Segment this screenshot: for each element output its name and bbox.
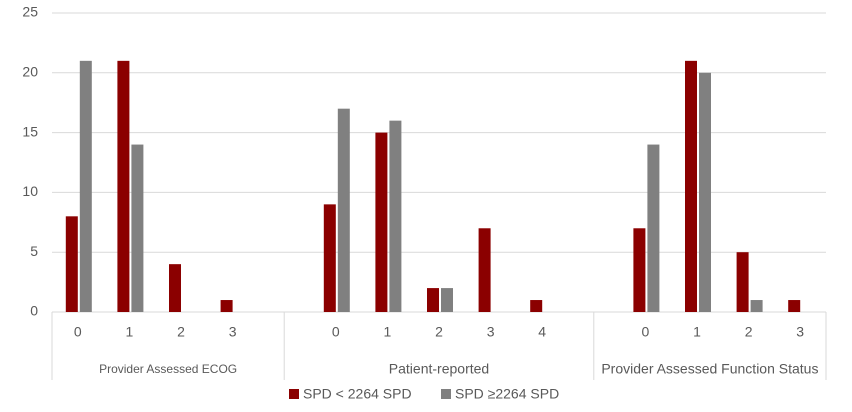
legend-label: SPD ≥2264 SPD bbox=[455, 386, 559, 402]
y-tick-label: 25 bbox=[22, 4, 38, 20]
bar bbox=[337, 108, 350, 313]
bar bbox=[117, 60, 130, 313]
bar bbox=[736, 252, 749, 312]
y-tick-label: 15 bbox=[22, 123, 38, 139]
y-tick-label: 10 bbox=[22, 183, 38, 199]
bar bbox=[788, 300, 801, 312]
bar bbox=[750, 300, 763, 312]
legend-label: SPD < 2264 SPD bbox=[303, 386, 412, 402]
x-tick-label: 3 bbox=[796, 324, 804, 340]
bar bbox=[633, 228, 646, 312]
bar bbox=[441, 288, 453, 312]
x-tick-label: 2 bbox=[435, 324, 443, 340]
x-tick-label: 1 bbox=[693, 324, 701, 340]
group-label: Provider Assessed Function Status bbox=[601, 361, 818, 377]
x-tick-label: 3 bbox=[229, 324, 237, 340]
bar bbox=[530, 300, 543, 312]
x-tick-label: 1 bbox=[384, 324, 392, 340]
group-label: Provider Assessed ECOG bbox=[99, 362, 237, 376]
bar bbox=[220, 300, 233, 312]
y-tick-label: 20 bbox=[22, 64, 38, 80]
bar bbox=[647, 144, 660, 312]
bar bbox=[699, 72, 711, 312]
bar bbox=[685, 60, 697, 313]
bar bbox=[169, 264, 181, 312]
x-tick-label: 0 bbox=[332, 324, 340, 340]
bar bbox=[478, 228, 491, 312]
x-tick-label: 2 bbox=[177, 324, 185, 340]
group-label: Patient-reported bbox=[389, 361, 489, 377]
legend-swatch bbox=[289, 389, 299, 399]
x-tick-label: 4 bbox=[538, 324, 546, 340]
y-tick-label: 5 bbox=[30, 243, 38, 259]
x-tick-label: 0 bbox=[642, 324, 650, 340]
x-tick-label: 2 bbox=[745, 324, 753, 340]
bar bbox=[79, 60, 92, 313]
bar bbox=[323, 204, 336, 312]
bar bbox=[375, 132, 388, 312]
bar bbox=[389, 120, 402, 312]
bar bbox=[65, 216, 78, 312]
legend-swatch bbox=[441, 389, 451, 399]
bar bbox=[131, 144, 144, 312]
x-tick-label: 0 bbox=[74, 324, 82, 340]
y-tick-label: 0 bbox=[30, 303, 38, 319]
x-tick-label: 3 bbox=[487, 324, 495, 340]
bar bbox=[427, 288, 439, 312]
x-tick-label: 1 bbox=[126, 324, 134, 340]
